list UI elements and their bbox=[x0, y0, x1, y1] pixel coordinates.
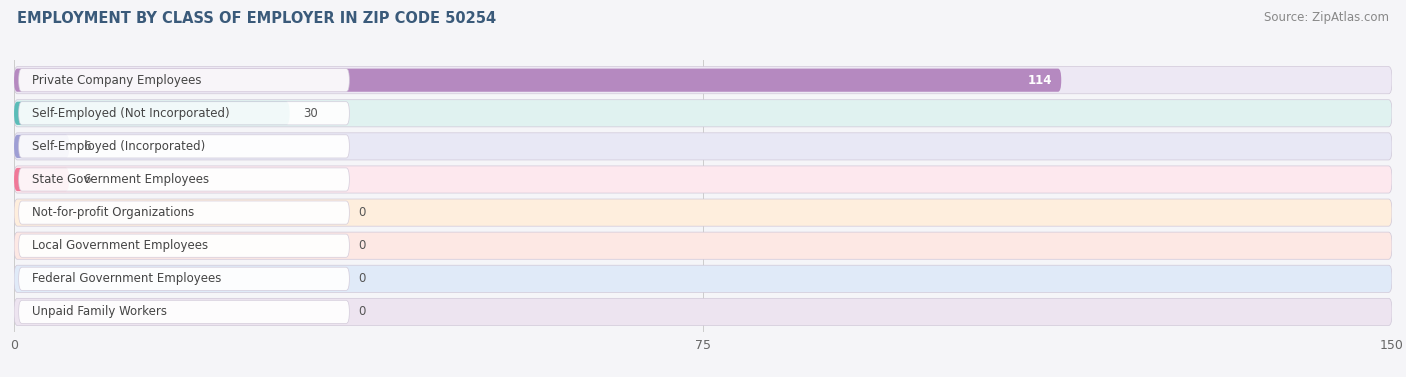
FancyBboxPatch shape bbox=[14, 69, 1062, 92]
Text: Local Government Employees: Local Government Employees bbox=[32, 239, 208, 252]
FancyBboxPatch shape bbox=[14, 199, 1392, 226]
Text: Self-Employed (Not Incorporated): Self-Employed (Not Incorporated) bbox=[32, 107, 231, 120]
FancyBboxPatch shape bbox=[14, 265, 1392, 293]
FancyBboxPatch shape bbox=[18, 234, 349, 257]
FancyBboxPatch shape bbox=[18, 102, 349, 125]
FancyBboxPatch shape bbox=[14, 100, 1392, 127]
FancyBboxPatch shape bbox=[18, 201, 349, 224]
Text: 0: 0 bbox=[359, 305, 366, 319]
Text: Private Company Employees: Private Company Employees bbox=[32, 74, 202, 87]
Text: 114: 114 bbox=[1028, 74, 1052, 87]
Text: 6: 6 bbox=[83, 173, 90, 186]
FancyBboxPatch shape bbox=[18, 267, 349, 290]
Text: EMPLOYMENT BY CLASS OF EMPLOYER IN ZIP CODE 50254: EMPLOYMENT BY CLASS OF EMPLOYER IN ZIP C… bbox=[17, 11, 496, 26]
FancyBboxPatch shape bbox=[14, 168, 69, 191]
Text: Federal Government Employees: Federal Government Employees bbox=[32, 272, 222, 285]
Text: 0: 0 bbox=[359, 239, 366, 252]
FancyBboxPatch shape bbox=[14, 102, 290, 125]
FancyBboxPatch shape bbox=[14, 135, 69, 158]
Text: 0: 0 bbox=[359, 272, 366, 285]
Text: Not-for-profit Organizations: Not-for-profit Organizations bbox=[32, 206, 194, 219]
Text: Source: ZipAtlas.com: Source: ZipAtlas.com bbox=[1264, 11, 1389, 24]
FancyBboxPatch shape bbox=[14, 133, 1392, 160]
Text: Self-Employed (Incorporated): Self-Employed (Incorporated) bbox=[32, 140, 205, 153]
Text: 6: 6 bbox=[83, 140, 90, 153]
FancyBboxPatch shape bbox=[14, 232, 1392, 259]
Text: 0: 0 bbox=[359, 206, 366, 219]
Text: 30: 30 bbox=[304, 107, 318, 120]
FancyBboxPatch shape bbox=[18, 168, 349, 191]
FancyBboxPatch shape bbox=[18, 69, 349, 92]
FancyBboxPatch shape bbox=[14, 298, 1392, 325]
Text: State Government Employees: State Government Employees bbox=[32, 173, 209, 186]
Text: Unpaid Family Workers: Unpaid Family Workers bbox=[32, 305, 167, 319]
FancyBboxPatch shape bbox=[14, 166, 1392, 193]
FancyBboxPatch shape bbox=[14, 67, 1392, 94]
FancyBboxPatch shape bbox=[18, 300, 349, 323]
FancyBboxPatch shape bbox=[18, 135, 349, 158]
